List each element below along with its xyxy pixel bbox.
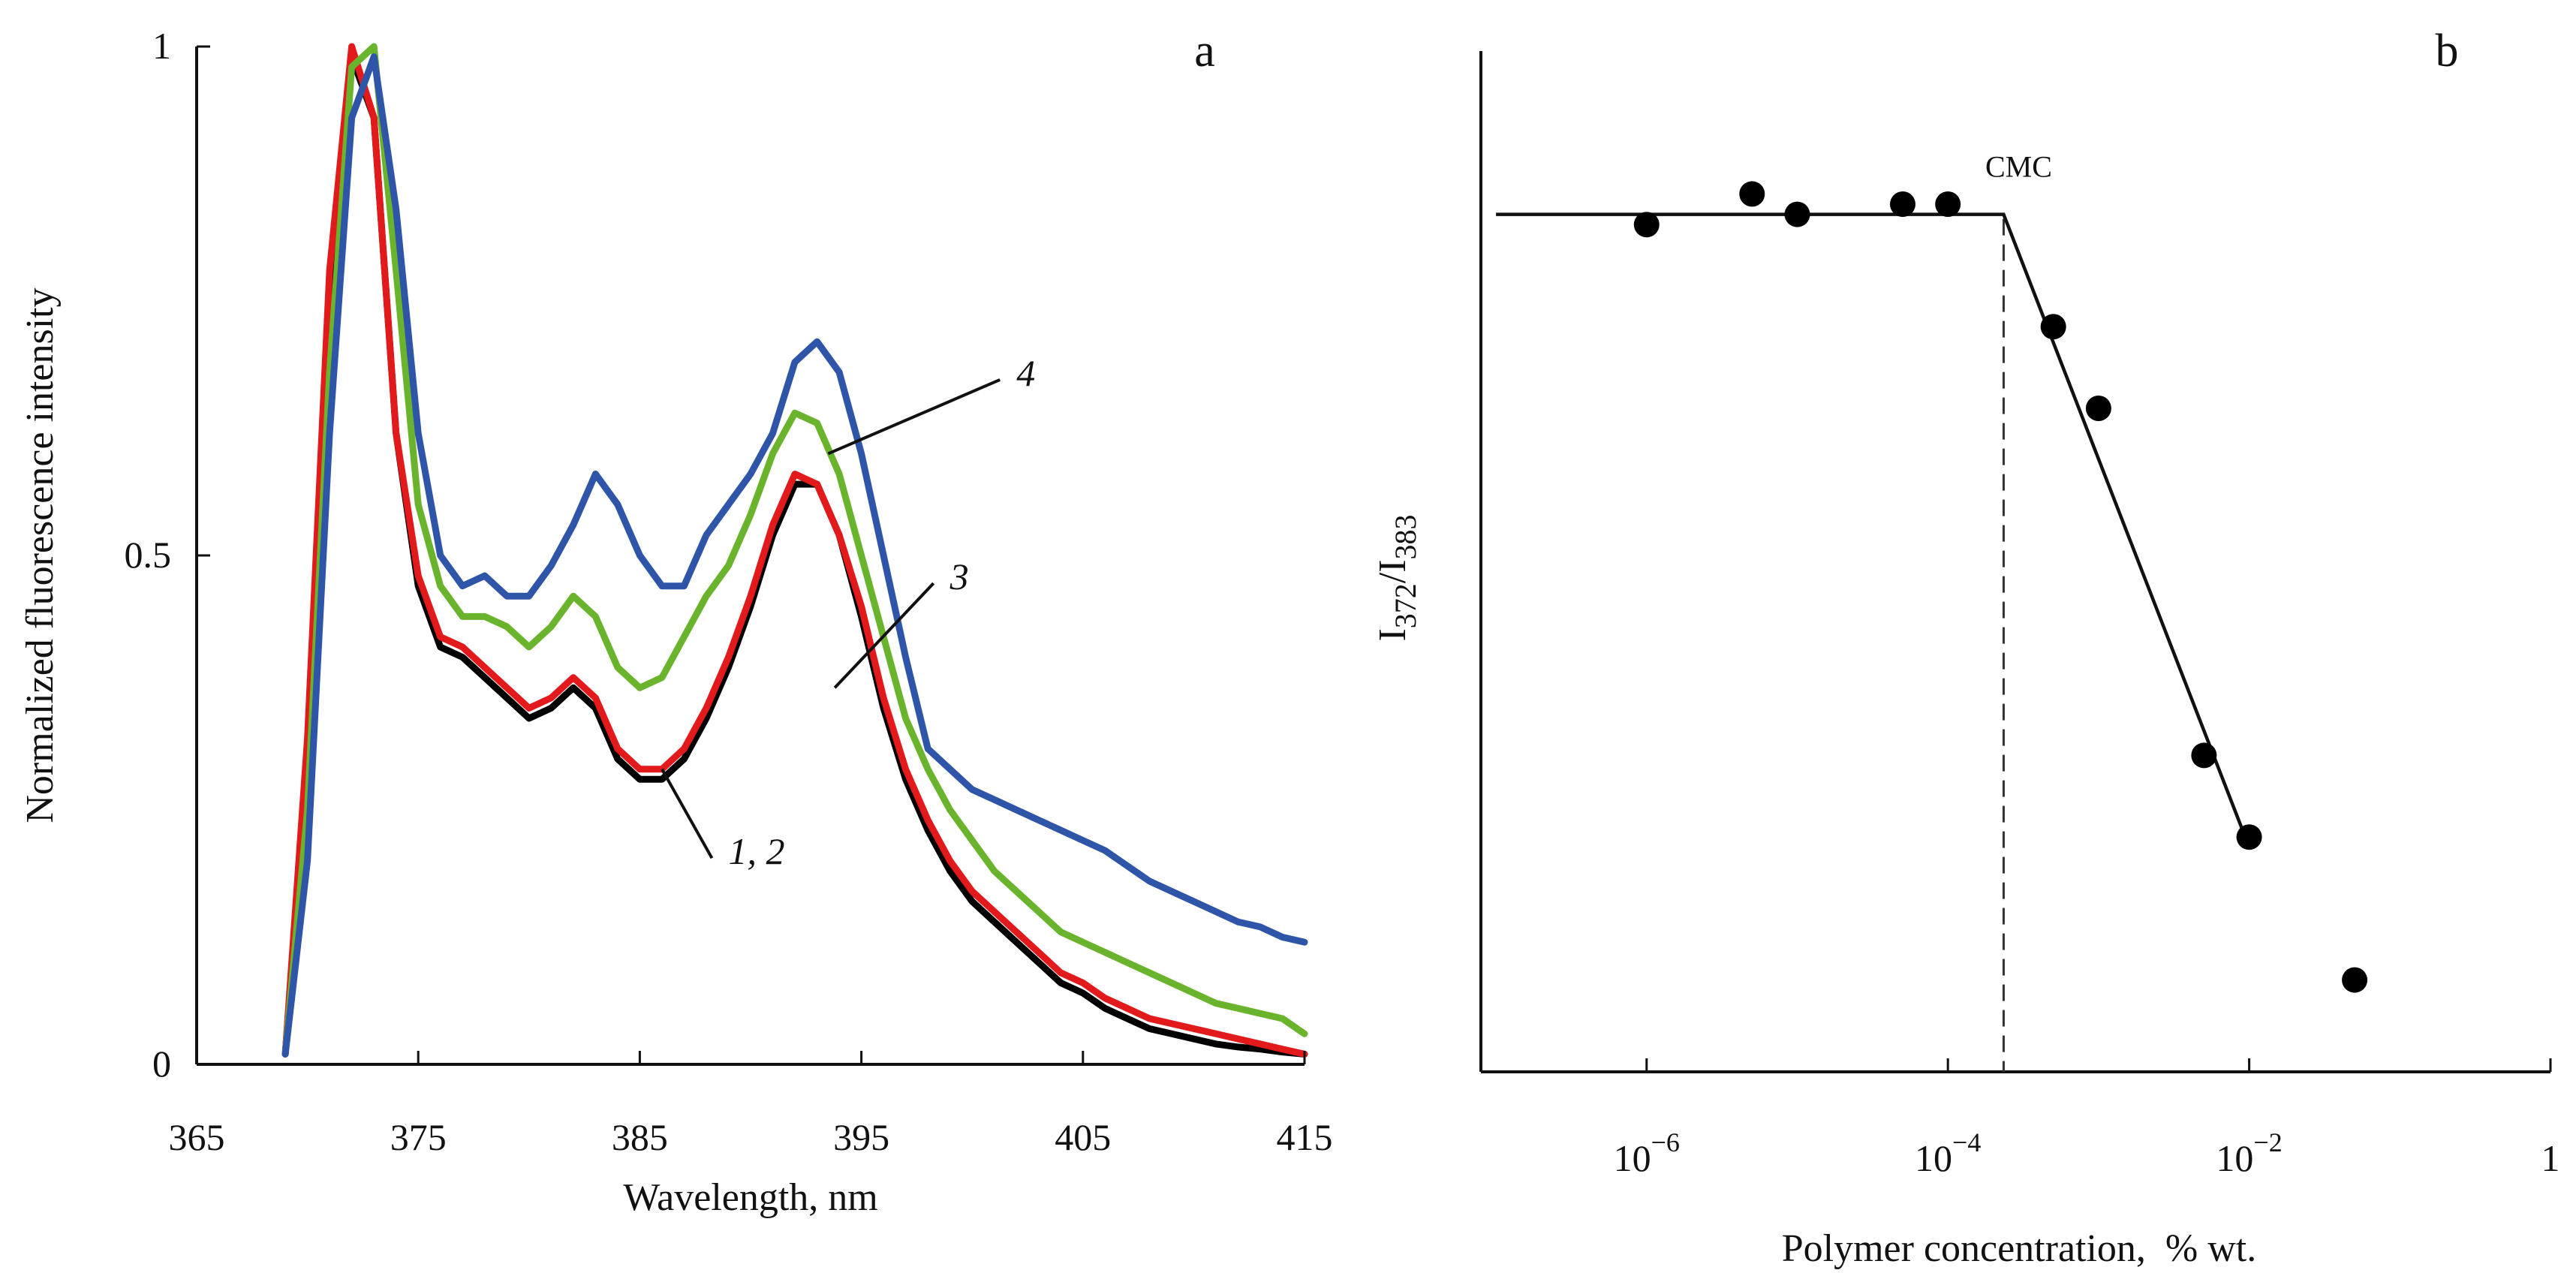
panel-b-chart: b CMC 10−6 10−4 10−2 1 Polymer concentratio… [1371, 26, 2560, 1270]
data-point [1889, 191, 1915, 217]
data-point [1784, 201, 1810, 227]
panel-a-x-tick-label: 375 [390, 1116, 447, 1158]
panel-a-x-tick-label: 365 [169, 1116, 225, 1158]
spectrum-line-2 [281, 43, 1308, 1058]
data-point [2040, 314, 2066, 340]
curve-label: 3 [949, 555, 969, 597]
panel-a-annotations: 4 3 1, 2 [661, 352, 1035, 872]
tick-exponent: −6 [1651, 1127, 1680, 1157]
cmc-label: CMC [1985, 150, 2052, 184]
data-point [2342, 967, 2368, 993]
panel-a-ticks: 365 375 385 395 405 415 0 0.5 1 [125, 25, 1333, 1158]
tick-exponent: −4 [1952, 1127, 1981, 1157]
panel-a-x-tick-label: 395 [833, 1116, 889, 1158]
data-point [1633, 212, 1660, 238]
spectrum-line-4 [281, 53, 1308, 1058]
data-point [1935, 191, 1961, 217]
data-point [2085, 396, 2111, 421]
y-title-sub1: 372 [1389, 583, 1422, 628]
spectrum-line-1 [281, 53, 1308, 1058]
panel-letter-b: b [2436, 26, 2459, 77]
panel-letter-a: a [1194, 26, 1215, 77]
data-point [2191, 742, 2217, 769]
panel-a-x-tick-label: 385 [612, 1116, 668, 1158]
panel-a-y-tick-label: 0 [152, 1043, 171, 1085]
fit-line [1496, 212, 2251, 848]
y-title-sub2: 383 [1389, 514, 1422, 559]
panel-a-y-axis-title: Normalized fluorescence intensity [19, 287, 62, 823]
panel-a-y-tick-label: 1 [152, 25, 171, 67]
panel-b-x-tick-label: 10−2 [2216, 1127, 2282, 1179]
panel-b-ticks: 10−6 10−4 10−2 1 [1614, 1058, 2560, 1179]
spectrum-line-3 [281, 43, 1308, 1058]
curve-leader-line [827, 378, 1001, 456]
tick-exponent: −2 [2253, 1127, 2282, 1157]
panel-a-chart: a 365 375 385 395 405 415 0 0.5 1 4 3 1, 2 Wavelen… [19, 25, 1333, 1219]
panel-b-y-axis-title: I372/I383 [1371, 514, 1422, 641]
panel-b-x-tick-label: 10−6 [1614, 1127, 1680, 1179]
tick-base: 1 [2541, 1137, 2560, 1179]
curve-label: 4 [1016, 352, 1035, 394]
panel-b-points [1633, 181, 2368, 993]
curve-leader-line [833, 582, 935, 689]
panel-a-x-axis-title: Wavelength, nm [623, 1176, 878, 1219]
panel-a-x-tick-label: 415 [1277, 1116, 1333, 1158]
panel-a-x-tick-label: 405 [1055, 1116, 1111, 1158]
data-point [1739, 181, 1765, 207]
panel-b-x-axis-title: Polymer concentration, % wt. [1782, 1227, 2257, 1270]
tick-base: 10 [1915, 1137, 1952, 1179]
y-title-main: I [1371, 628, 1414, 641]
tick-base: 10 [1614, 1137, 1651, 1179]
panel-a-y-tick-label: 0.5 [125, 534, 172, 576]
y-title-sep: /I [1371, 559, 1414, 583]
panel-a-curves [281, 43, 1308, 1058]
panel-b-x-tick-label: 1 [2541, 1137, 2560, 1179]
tick-base: 10 [2216, 1137, 2253, 1179]
curve-label: 1, 2 [728, 830, 784, 872]
curve-leader-line [661, 768, 714, 859]
data-point [2236, 824, 2262, 850]
panel-b-x-tick-label: 10−4 [1915, 1127, 1981, 1179]
